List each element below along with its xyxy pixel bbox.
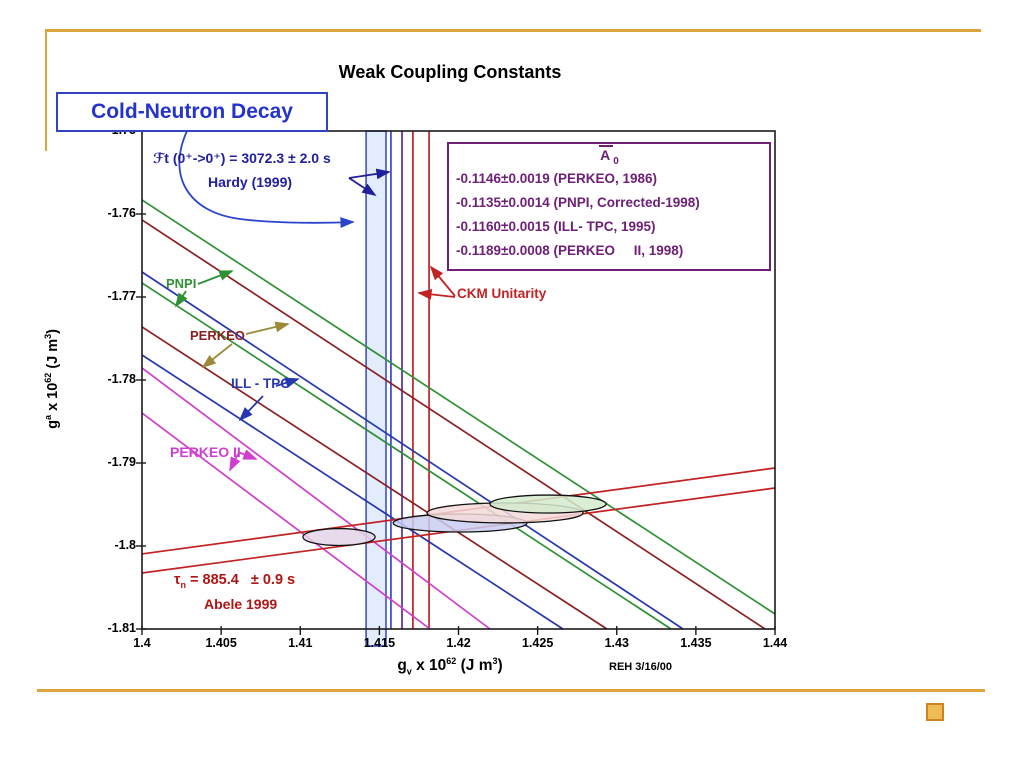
left-rule (45, 29, 47, 151)
author-date-credit: REH 3/16/00 (609, 661, 672, 673)
x-tick-label: 1.42 (446, 636, 471, 650)
corner-square-decoration (926, 703, 944, 721)
y-tick-label: -1.78 (107, 372, 137, 386)
y-tick-label: -1.8 (114, 538, 136, 552)
legend-entry-perkeo2-1998: -0.1189±0.0008 (PERKEO II, 1998) (456, 242, 684, 258)
perkeo2-line-label: PERKEO II (170, 444, 241, 460)
band-line-perkeo-ii (141, 367, 491, 630)
y-axis-title: ga x 1062 (J m3) (43, 328, 61, 429)
cold-neutron-decay-label: Cold-Neutron Decay (91, 100, 293, 123)
cold-label-pointer-arrow (178, 130, 355, 228)
ckm-unitarity-label: CKM Unitarity (457, 286, 547, 301)
x-tick-label: 1.4 (133, 636, 151, 650)
band-line-pnpi (141, 282, 672, 630)
bottom-rule (37, 689, 985, 692)
top-rule (45, 29, 981, 32)
legend-entry-ill-tpc-1995: -0.1160±0.0015 (ILL- TPC, 1995) (456, 218, 656, 234)
band-line-perkeo (141, 219, 766, 630)
y-tick-label: -1.76 (107, 206, 137, 220)
x-tick-label: 1.405 (205, 636, 237, 650)
pnpi-line-label: PNPI (166, 276, 197, 291)
x-tick-label: 1.435 (680, 636, 712, 650)
x-tick-label: 1.415 (363, 636, 396, 650)
ill-tpc-line-label: ILL - TPC (231, 376, 290, 391)
x-tick-label: 1.425 (521, 636, 554, 650)
ft-band (365, 130, 387, 647)
legend-entry-perkeo-1986: -0.1146±0.0019 (PERKEO, 1986) (456, 170, 658, 186)
band-line-ill---tpc (141, 354, 564, 630)
chart-title: Weak Coupling Constants (338, 62, 562, 82)
x-tick-label: 1.43 (604, 636, 629, 650)
x-axis-title: gv x 1062 (J m3) (397, 656, 503, 677)
cold-neutron-decay-callout: Cold-Neutron Decay (56, 92, 328, 132)
annotation-arrows (175, 130, 456, 472)
band-line-perkeo-ii (141, 412, 431, 630)
neutron-lifetime-annotation: τn = 885.4 ± 0.9 s (174, 572, 296, 590)
band-line-ill---tpc (141, 271, 684, 630)
legend-entry-pnpi-1998: -0.1135±0.0014 (PNPI, Corrected-1998) (456, 194, 700, 210)
y-tick-label: -1.81 (107, 621, 137, 635)
ft-value-annotation: ℱt (0⁺->0⁺) = 3072.3 ± 2.0 s (153, 150, 331, 166)
band-line-pnpi (141, 199, 776, 615)
band-line-perkeo (141, 326, 608, 630)
x-tick-label: 1.44 (762, 636, 788, 650)
hardy-reference: Hardy (1999) (208, 174, 293, 190)
y-tick-label: -1.77 (107, 289, 137, 303)
y-tick-label: -1.79 (107, 455, 137, 469)
fit-ellipse-perkeo2 (302, 527, 376, 547)
abele-reference: Abele 1999 (204, 596, 278, 612)
x-tick-label: 1.41 (288, 636, 313, 650)
fit-ellipse-pnpi (489, 494, 607, 514)
perkeo-line-label: PERKEO (190, 328, 245, 343)
